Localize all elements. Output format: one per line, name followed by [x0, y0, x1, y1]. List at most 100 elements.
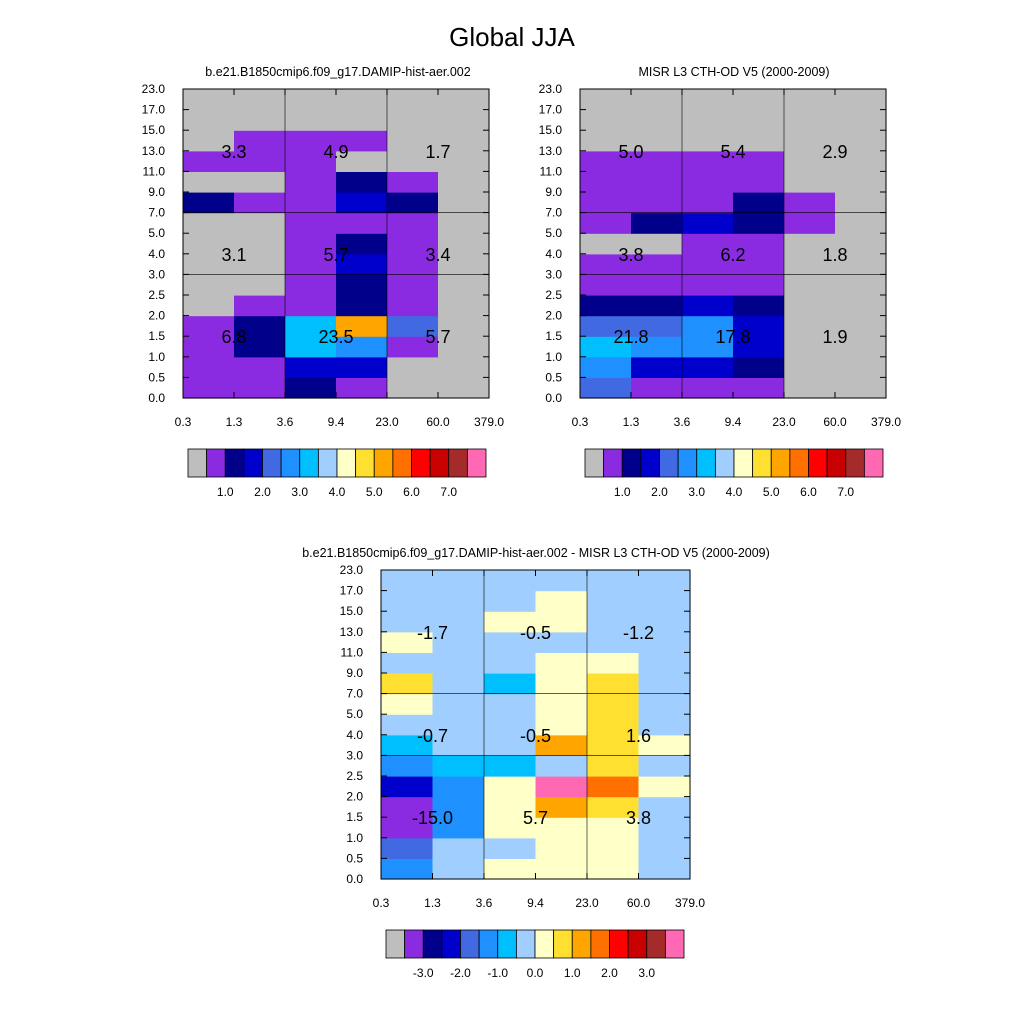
heatmap-cell — [432, 837, 485, 859]
heatmap-cell — [387, 150, 439, 172]
heatmap-cell — [484, 652, 537, 674]
y-tick-label: 17.0 — [539, 103, 563, 117]
y-tick-label: 1.0 — [545, 350, 562, 364]
colorbar-swatch — [280, 448, 301, 478]
heatmap-cell — [336, 89, 388, 111]
colorbar-swatch — [422, 929, 443, 959]
cell-annotation: 3.8 — [626, 808, 651, 828]
x-tick-label: 379.0 — [474, 415, 504, 429]
heatmap-cell — [638, 796, 691, 818]
heatmap-cell — [381, 817, 434, 839]
cell-annotation: 5.7 — [523, 808, 548, 828]
heatmap-cell — [484, 734, 537, 756]
heatmap-cell — [784, 315, 836, 337]
colorbar-label: 6.0 — [800, 485, 817, 499]
heatmap-cell — [387, 89, 439, 111]
x-tick-label: 0.3 — [373, 896, 390, 910]
heatmap-cell — [285, 130, 337, 152]
heatmap-cell — [733, 295, 785, 317]
heatmap-cell — [234, 377, 286, 399]
heatmap-cell — [631, 212, 683, 234]
heatmap-cell — [638, 755, 691, 777]
heatmap-cell — [336, 274, 388, 296]
heatmap-cell — [535, 693, 588, 715]
colorbar-swatch — [187, 448, 208, 478]
heatmap-cell — [285, 336, 337, 358]
cell-annotation: 5.4 — [720, 142, 745, 162]
colorbar-swatch — [411, 448, 431, 478]
colorbar-label: 6.0 — [403, 485, 420, 499]
y-tick-label: 4.0 — [545, 247, 562, 261]
heatmap-cell — [234, 356, 286, 378]
heatmap-cell — [835, 130, 887, 152]
y-tick-label: 4.0 — [346, 728, 363, 742]
heatmap-cell — [484, 714, 537, 736]
x-tick-label: 23.0 — [575, 896, 599, 910]
colorbar-swatch — [243, 448, 263, 478]
heatmap-cell — [733, 356, 785, 378]
heatmap-cell — [183, 336, 235, 358]
panel-model-colorbar: 1.0 2.0 3.0 4.0 5.0 6.0 7.0 — [187, 448, 487, 499]
x-tick-label: 0.3 — [175, 415, 192, 429]
cell-annotation: 5.7 — [425, 327, 450, 347]
heatmap-cell — [387, 171, 439, 193]
heatmap-cell — [432, 652, 485, 674]
colorbar-swatch — [224, 448, 245, 478]
x-tick-label: 23.0 — [375, 415, 399, 429]
cell-annotation: 6.2 — [720, 245, 745, 265]
heatmap-cell — [587, 755, 640, 777]
heatmap-cell — [587, 837, 640, 859]
heatmap-cell — [183, 89, 235, 111]
y-tick-label: 7.0 — [148, 206, 165, 220]
heatmap-cell — [784, 109, 836, 131]
heatmap-cell — [234, 295, 286, 317]
heatmap-cell — [631, 150, 683, 172]
x-tick-label: 1.3 — [226, 415, 243, 429]
heatmap-cell — [733, 171, 785, 193]
y-tick-label: 3.0 — [148, 267, 165, 281]
heatmap-cell — [183, 150, 235, 172]
colorbar-swatch — [534, 929, 555, 959]
heatmap-cell — [835, 336, 887, 358]
heatmap-cell — [183, 274, 235, 296]
colorbar-swatch — [770, 448, 791, 478]
heatmap-cell — [784, 150, 836, 172]
heatmap-cell — [631, 130, 683, 152]
colorbar-swatch — [659, 448, 679, 478]
colorbar-swatch — [553, 929, 573, 959]
heatmap-cell — [484, 796, 537, 818]
colorbar-label: 1.0 — [217, 485, 234, 499]
x-tick-label: 0.3 — [572, 415, 589, 429]
heatmap-cell — [484, 837, 537, 859]
y-tick-label: 1.5 — [545, 329, 562, 343]
heatmap-cell — [733, 377, 785, 399]
colorbar-swatch — [609, 929, 629, 959]
heatmap-cell — [484, 570, 537, 592]
heatmap-cell — [484, 776, 537, 798]
heatmap-cell — [835, 150, 887, 172]
y-tick-label: 5.0 — [346, 707, 363, 721]
heatmap-cell — [183, 253, 235, 275]
heatmap-cell — [438, 89, 490, 111]
heatmap-cell — [733, 89, 785, 111]
panel-model: b.e21.B1850cmip6.f09_g17.DAMIP-hist-aer.… — [142, 65, 505, 499]
heatmap-cell — [336, 212, 388, 234]
y-tick-label: 4.0 — [148, 247, 165, 261]
y-tick-label: 15.0 — [142, 123, 166, 137]
colorbar-swatch — [448, 448, 468, 478]
y-tick-label: 2.5 — [148, 288, 165, 302]
colorbar-label: 5.0 — [763, 485, 780, 499]
colorbar-swatch — [845, 448, 865, 478]
heatmap-cell — [682, 336, 734, 358]
heatmap-cell — [183, 315, 235, 337]
heatmap-cell — [438, 109, 490, 131]
heatmap-cell — [535, 714, 588, 736]
heatmap-cell — [381, 570, 434, 592]
heatmap-cell — [381, 611, 434, 633]
heatmap-cell — [432, 673, 485, 695]
y-tick-label: 7.0 — [545, 206, 562, 220]
panel-model-heatmap: 0.0 0.5 1.0 1.5 2.0 2.5 3.0 4.0 5.0 7.0 9.0 11.0 13.… — [142, 82, 505, 429]
heatmap-cell — [432, 570, 485, 592]
heatmap-cell — [285, 233, 337, 255]
y-tick-label: 5.0 — [545, 226, 562, 240]
